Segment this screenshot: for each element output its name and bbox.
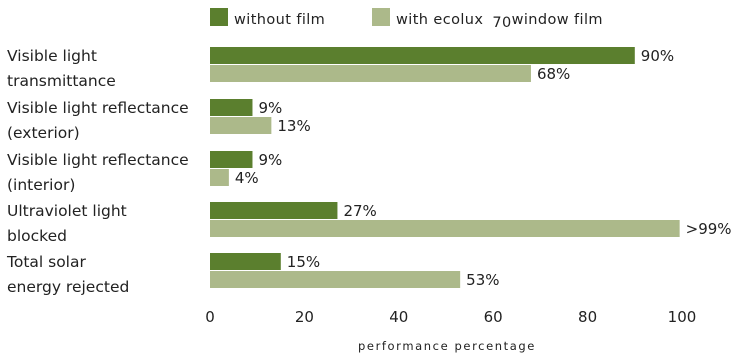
x-tick-label: 80	[578, 308, 597, 326]
value-label: 27%	[343, 202, 376, 220]
category-label-line: transmittance	[7, 72, 116, 90]
bar-series-2-category-3	[210, 169, 229, 186]
bar-series-2-category-4	[210, 220, 680, 237]
value-label: 53%	[466, 271, 499, 289]
legend-label-with-film-tail: window film	[512, 12, 603, 28]
x-tick-label: 100	[668, 308, 697, 326]
bar-series-2-category-5	[210, 271, 461, 288]
legend-label-with-film: with ecolux 70window film	[396, 12, 603, 31]
value-labels: 90% 9% 9% 27% 15% 68% 13% 4% >99% 53%	[235, 47, 732, 289]
category-label-line: (interior)	[7, 176, 75, 194]
x-tick-label: 0	[205, 308, 215, 326]
category-label-line: (exterior)	[7, 124, 80, 142]
category-label-line: Ultraviolet light	[7, 202, 127, 220]
value-label: >99%	[686, 220, 732, 238]
bar-series-2-category-1	[210, 65, 531, 82]
value-label: 68%	[537, 65, 570, 83]
value-label: 9%	[258, 151, 282, 169]
value-label: 4%	[235, 169, 259, 187]
x-tick-label: 40	[389, 308, 408, 326]
bar-series-1-category-3	[210, 151, 253, 168]
x-tick-label: 60	[484, 308, 503, 326]
bar-series-1-category-2	[210, 99, 253, 116]
value-label: 15%	[287, 253, 320, 271]
bar-series-1-category-4	[210, 202, 338, 219]
bar-series-1-category-5	[210, 253, 281, 270]
value-label: 13%	[277, 117, 310, 135]
legend-swatch-without-film	[210, 8, 228, 26]
bar-series-1-category-1	[210, 47, 635, 64]
x-axis-ticks: 0 20 40 60 80 100	[205, 308, 696, 326]
legend: without film with ecolux 70window film	[210, 8, 603, 31]
legend-label-without-film: without film	[234, 12, 325, 28]
legend-label-with-film-main: with ecolux	[396, 12, 483, 28]
legend-label-with-film-number: 70	[492, 15, 511, 31]
value-label: 90%	[641, 47, 674, 65]
category-labels: Visible light transmittance Visible light …	[6, 47, 189, 296]
value-label: 9%	[258, 99, 282, 117]
bars	[210, 47, 680, 288]
x-axis-title: performance percentage	[358, 339, 536, 353]
category-label-line: Visible light	[7, 47, 97, 65]
bar-series-2-category-2	[210, 117, 272, 134]
category-label-line: blocked	[7, 227, 67, 245]
legend-swatch-with-film	[372, 8, 390, 26]
category-label-line: energy rejected	[7, 278, 129, 296]
category-label-line: Visible light reflectance	[7, 151, 189, 169]
category-label-line: Total solar	[6, 253, 86, 271]
category-label-line: Visible light reflectance	[7, 99, 189, 117]
x-tick-label: 20	[295, 308, 314, 326]
